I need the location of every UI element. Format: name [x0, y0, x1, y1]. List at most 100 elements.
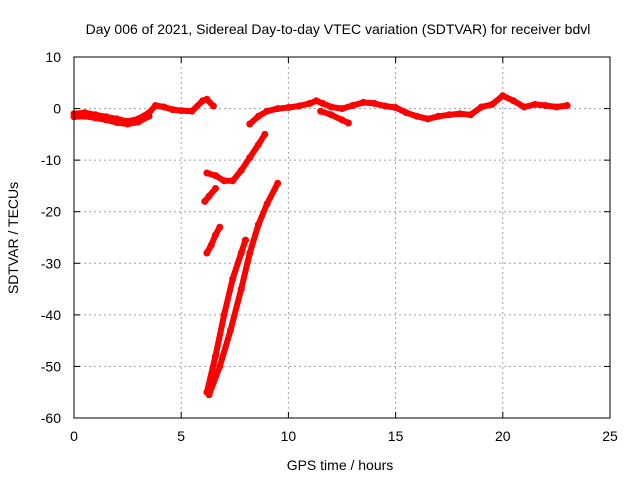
- data-point: [370, 99, 378, 107]
- data-point: [327, 111, 335, 119]
- data-point: [520, 103, 528, 111]
- data-point: [216, 223, 224, 231]
- data-point: [205, 192, 213, 200]
- data-point: [145, 112, 153, 120]
- data-point: [424, 115, 432, 123]
- data-point: [359, 98, 367, 106]
- data-point: [188, 107, 196, 115]
- series-track-b-upper: [203, 224, 223, 256]
- x-axis-label: GPS time / hours: [287, 457, 394, 473]
- data-point: [227, 326, 234, 334]
- data-point: [237, 249, 245, 257]
- series-baseline-late-dip: [317, 108, 352, 126]
- data-point: [413, 112, 421, 120]
- y-tick-label: -50: [41, 358, 61, 374]
- data-point: [317, 107, 325, 115]
- x-tick-label: 20: [495, 428, 511, 444]
- data-point: [563, 102, 571, 109]
- data-point: [246, 154, 254, 162]
- data-point: [177, 107, 185, 115]
- data-point: [306, 99, 314, 107]
- series-track-d: [206, 180, 281, 398]
- x-tick-label: 5: [177, 428, 185, 444]
- data-point: [134, 118, 142, 126]
- data-point: [510, 97, 517, 105]
- data-point: [160, 103, 168, 111]
- data-point: [212, 172, 219, 180]
- data-point: [242, 236, 249, 244]
- data-point: [392, 104, 400, 111]
- data-point: [531, 100, 539, 108]
- data-point: [91, 114, 99, 122]
- x-tick-label: 10: [281, 428, 297, 444]
- data-point: [274, 105, 282, 113]
- grid-lines: [74, 57, 610, 418]
- y-tick-label: -60: [41, 410, 61, 426]
- data-point: [220, 311, 228, 319]
- data-point: [284, 104, 292, 111]
- data-point: [81, 112, 89, 120]
- data-point: [552, 103, 560, 111]
- axis-ticks: [73, 56, 611, 419]
- data-point: [254, 141, 262, 149]
- data-point: [212, 185, 219, 192]
- data-point: [456, 110, 464, 118]
- x-tick-label: 15: [388, 428, 404, 444]
- data-point: [203, 249, 211, 257]
- data-point: [344, 119, 352, 127]
- data-point: [205, 391, 213, 399]
- data-point: [209, 102, 217, 110]
- y-tick-label: -20: [41, 204, 61, 220]
- data-point: [207, 241, 215, 249]
- data-point: [338, 116, 346, 124]
- data-series: [70, 92, 571, 399]
- data-point: [212, 231, 219, 239]
- data-point: [435, 112, 442, 120]
- y-tick-label: -30: [41, 255, 61, 271]
- data-point: [229, 275, 237, 283]
- data-point: [203, 95, 211, 103]
- data-point: [246, 120, 254, 128]
- data-point: [152, 102, 159, 109]
- data-point: [312, 97, 320, 105]
- data-point: [201, 197, 209, 205]
- data-point: [254, 112, 262, 120]
- data-point: [381, 102, 389, 110]
- data-point: [499, 92, 507, 100]
- data-point: [237, 167, 245, 174]
- data-point: [102, 116, 110, 124]
- chart-title: Day 006 of 2021, Sidereal Day-to-day VTE…: [86, 21, 591, 37]
- data-point: [542, 102, 550, 109]
- data-point: [477, 103, 485, 111]
- data-point: [402, 109, 410, 117]
- data-point: [445, 111, 453, 119]
- data-point: [216, 362, 224, 370]
- data-point: [263, 107, 271, 115]
- data-point: [203, 169, 211, 177]
- data-point: [263, 200, 271, 208]
- data-point: [338, 105, 346, 113]
- data-point: [229, 177, 237, 185]
- data-point: [220, 177, 228, 185]
- data-point: [467, 111, 475, 119]
- x-tick-labels: 0 5 10 15 20 25: [70, 428, 618, 444]
- data-point: [349, 102, 357, 109]
- data-point: [488, 100, 496, 108]
- data-point: [274, 179, 282, 187]
- data-point: [212, 352, 219, 360]
- y-tick-labels: 10 0 -10 -20 -30 -40 -50 -60: [41, 49, 61, 426]
- data-point: [124, 120, 132, 128]
- y-axis-label: SDTVAR / TECUs: [5, 182, 21, 294]
- x-tick-label: 0: [70, 428, 78, 444]
- data-point: [237, 285, 245, 293]
- data-point: [169, 106, 177, 114]
- data-point: [113, 119, 121, 126]
- series-baseline-late: [246, 92, 571, 127]
- data-point: [254, 221, 262, 229]
- y-tick-label: -10: [41, 152, 61, 168]
- data-point: [246, 249, 254, 257]
- data-point: [319, 99, 327, 107]
- y-tick-label: 0: [53, 101, 61, 117]
- data-point: [261, 130, 269, 138]
